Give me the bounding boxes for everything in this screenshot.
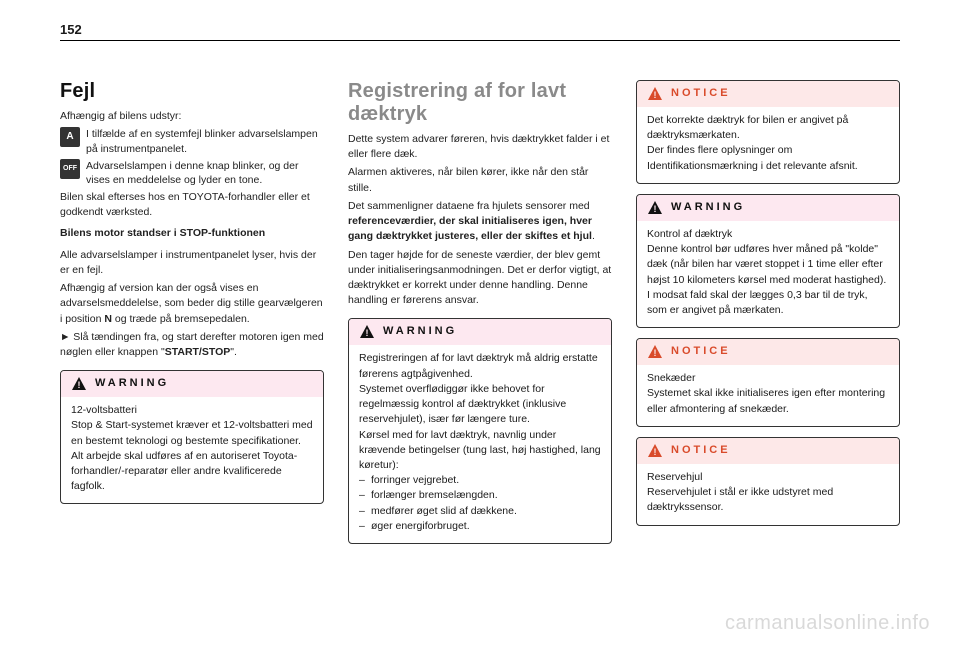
- warning-label: WARNING: [95, 376, 169, 392]
- n2-bold: Snekæder: [647, 371, 889, 386]
- para-workshop: Bilen skal efterses hos en TOYOTA-forhan…: [60, 190, 324, 220]
- icon2-text: Advarselslampen i denne knap blinker, og…: [86, 159, 324, 188]
- n3-bold: Reservehjul: [647, 470, 889, 485]
- warning-box-tyre: ! WARNING Registreringen af for lavt dæk…: [348, 318, 612, 544]
- icon-row-2: OFF Advarselslampen i denne knap blinker…: [60, 159, 324, 188]
- warning-triangle-icon: !: [647, 200, 663, 216]
- column-3: ! NOTICE Det korrekte dæktryk for bilen …: [636, 80, 900, 544]
- para-startstop: ► Slå tændingen fra, og start derefter m…: [60, 330, 324, 360]
- n2-p1: Systemet skal ikke initialiseres igen ef…: [647, 386, 889, 416]
- column-1: Fejl Afhængig af bilens udstyr: A I tilf…: [60, 80, 324, 544]
- column-2: Registrering af for lavt dæktryk Dette s…: [348, 80, 612, 544]
- c2-warn-list: forringer vejgrebet. forlænger bremselæn…: [359, 473, 601, 534]
- n1-p2: Der findes flere oplysninger om Identifi…: [647, 143, 889, 173]
- svg-text:!: !: [654, 447, 657, 457]
- intro-text: Afhængig af bilens udstyr:: [60, 109, 324, 124]
- warning-label: WARNING: [671, 200, 745, 216]
- warning-head: ! WARNING: [349, 319, 611, 345]
- c3-warn-p1: Denne kontrol bør udføres hver måned på …: [647, 242, 889, 288]
- heading-fejl: Fejl: [60, 80, 324, 103]
- c3-warn-bold: Kontrol af dæktryk: [647, 227, 889, 242]
- icon-row-1: A I tilfælde af en systemfejl blinker ad…: [60, 127, 324, 156]
- warning-triangle-icon: !: [359, 324, 375, 340]
- warning-head: ! WARNING: [637, 195, 899, 221]
- off-icon: OFF: [60, 159, 80, 179]
- svg-text:!: !: [78, 380, 81, 390]
- notice-head: ! NOTICE: [637, 81, 899, 107]
- subheading-stop: Bilens motor standser i STOP-funktionen: [60, 226, 324, 241]
- warning-bold: 12-voltsbatteri: [71, 403, 313, 418]
- top-rule: [60, 40, 900, 41]
- page-number: 152: [60, 22, 82, 37]
- warning-triangle-icon: !: [71, 376, 87, 392]
- n3-p1: Reservehjulet i stål er ikke udstyret me…: [647, 485, 889, 515]
- notice-label: NOTICE: [671, 86, 731, 102]
- c2-warn-p3: Kørsel med for lavt dæktryk, navnlig und…: [359, 428, 601, 474]
- warning-box-battery: ! WARNING 12-voltsbatteri Stop & Start-s…: [60, 370, 324, 504]
- notice-box-spare: ! NOTICE Reservehjul Reservehjulet i stå…: [636, 437, 900, 526]
- warning-p1: Stop & Start-systemet kræver et 12-volts…: [71, 418, 313, 448]
- c2-warn-p2: Systemet overflødiggør ikke behovet for …: [359, 382, 601, 428]
- notice-triangle-icon: !: [647, 86, 663, 102]
- notice-label: NOTICE: [671, 443, 731, 459]
- para-lamps: Alle advarselslamper i instrumentpanelet…: [60, 248, 324, 278]
- warning-p2: Alt arbejde skal udføres af en autoriser…: [71, 449, 313, 495]
- svg-text:!: !: [654, 90, 657, 100]
- notice-head: ! NOTICE: [637, 339, 899, 365]
- watermark: carmanualsonline.info: [725, 612, 930, 635]
- warning-label: WARNING: [383, 324, 457, 340]
- svg-text:!: !: [366, 328, 369, 338]
- svg-text:!: !: [654, 204, 657, 214]
- notice-triangle-icon: !: [647, 443, 663, 459]
- a-icon: A: [60, 127, 80, 147]
- c2-warn-li4: øger energiforbruget.: [359, 519, 601, 534]
- c2-p4: Den tager højde for de seneste værdier, …: [348, 248, 612, 309]
- c2-p3: Det sammenligner dataene fra hjulets sen…: [348, 199, 612, 245]
- c2-warn-li2: forlænger bremselængden.: [359, 488, 601, 503]
- c2-warn-li3: medfører øget slid af dækkene.: [359, 504, 601, 519]
- c2-p2: Alarmen aktiveres, når bilen kører, ikke…: [348, 165, 612, 195]
- c2-p1: Dette system advarer føreren, hvis dæktr…: [348, 132, 612, 162]
- svg-text:!: !: [654, 348, 657, 358]
- heading-tyre: Registrering af for lavt dæktryk: [348, 80, 612, 126]
- para-gear: Afhængig af version kan der også vises e…: [60, 281, 324, 327]
- notice-box-chains: ! NOTICE Snekæder Systemet skal ikke ini…: [636, 338, 900, 427]
- n1-p1: Det korrekte dæktryk for bilen er angive…: [647, 113, 889, 143]
- notice-box-label: ! NOTICE Det korrekte dæktryk for bilen …: [636, 80, 900, 184]
- warning-head: ! WARNING: [61, 371, 323, 397]
- c2-warn-p1: Registreringen af for lavt dæktryk må al…: [359, 351, 601, 381]
- warning-box-check: ! WARNING Kontrol af dæktryk Denne kontr…: [636, 194, 900, 328]
- c2-warn-li1: forringer vejgrebet.: [359, 473, 601, 488]
- notice-label: NOTICE: [671, 344, 731, 360]
- c3-warn-p2: I modsat fald skal der lægges 0,3 bar ti…: [647, 288, 889, 318]
- notice-head: ! NOTICE: [637, 438, 899, 464]
- notice-triangle-icon: !: [647, 344, 663, 360]
- icon1-text: I tilfælde af en systemfejl blinker adva…: [86, 127, 324, 156]
